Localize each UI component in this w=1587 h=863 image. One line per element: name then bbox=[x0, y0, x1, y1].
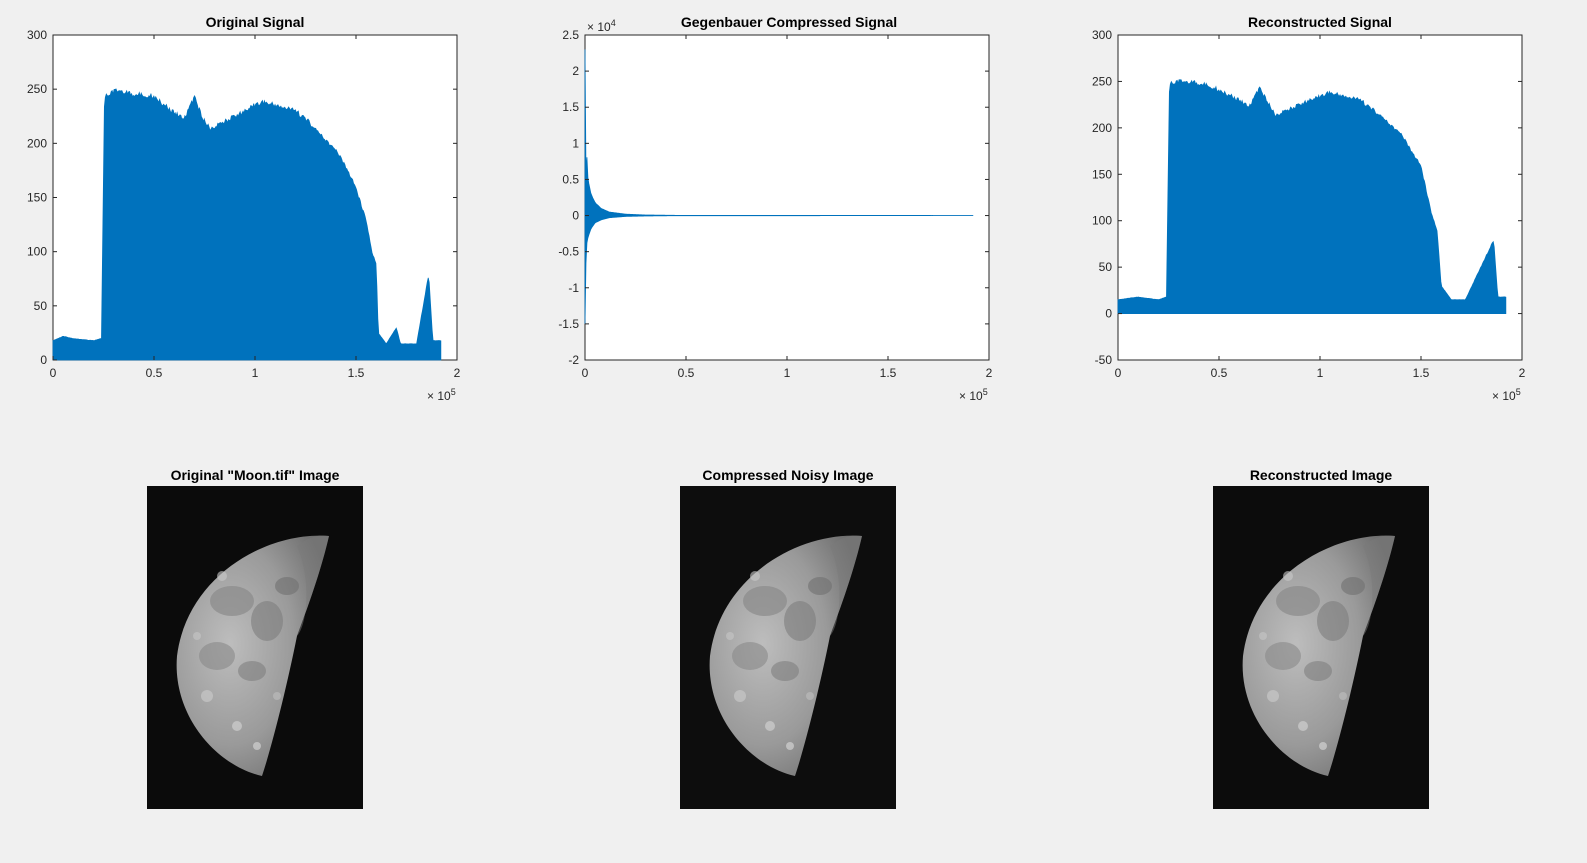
y-tick-label: 100 bbox=[1092, 214, 1112, 228]
y-ticks: -50 0 50 100 150 200 250 300 bbox=[1092, 28, 1522, 367]
signal-line bbox=[1117, 79, 1507, 314]
x-tick-label: 0 bbox=[50, 366, 57, 380]
y-tick-label: 300 bbox=[27, 28, 47, 42]
y-tick-label: 150 bbox=[1092, 167, 1112, 181]
x-tick-label: 1.5 bbox=[1413, 366, 1430, 380]
image-title: Original "Moon.tif" Image bbox=[171, 467, 340, 483]
x-ticks: 0 0.5 1 1.5 2 bbox=[582, 35, 993, 380]
x-exponent-label: × 105 bbox=[1492, 387, 1521, 403]
x-tick-label: 0.5 bbox=[1211, 366, 1228, 380]
signal-line bbox=[52, 88, 442, 361]
y-tick-label: -2 bbox=[568, 353, 579, 367]
plot-area bbox=[584, 34, 990, 361]
x-ticks: 0 0.5 1 1.5 2 bbox=[1115, 35, 1526, 380]
y-ticks: -2 -1.5 -1 -0.5 0 0.5 1 1.5 2 2.5 bbox=[558, 28, 989, 367]
y-tick-label: 1 bbox=[572, 136, 579, 150]
x-tick-label: 0 bbox=[1115, 366, 1122, 380]
x-ticks: 0 0.5 1 1.5 2 bbox=[50, 35, 461, 380]
x-tick-label: 0.5 bbox=[678, 366, 695, 380]
y-tick-label: 2 bbox=[572, 64, 579, 78]
y-tick-label: 200 bbox=[27, 136, 47, 150]
x-tick-label: 1 bbox=[1317, 366, 1324, 380]
y-tick-label: 0 bbox=[40, 353, 47, 367]
signal-line bbox=[584, 49, 974, 324]
chart-title: Gegenbauer Compressed Signal bbox=[681, 14, 897, 30]
y-exponent-label: × 104 bbox=[587, 18, 616, 34]
y-tick-label: 250 bbox=[27, 82, 47, 96]
y-tick-label: 50 bbox=[1099, 260, 1113, 274]
chart-title: Original Signal bbox=[206, 14, 305, 30]
y-tick-label: 2.5 bbox=[562, 28, 579, 42]
y-tick-label: 150 bbox=[27, 191, 47, 205]
signal-series bbox=[52, 88, 442, 361]
signal-series bbox=[1117, 79, 1507, 314]
y-tick-label: 0.5 bbox=[562, 172, 579, 186]
y-tick-label: -1 bbox=[568, 281, 579, 295]
x-tick-label: 1 bbox=[784, 366, 791, 380]
axes-gegenbauer-compressed-signal: 0 0.5 1 1.5 2 -2 -1.5 -1 -0.5 0 0.5 1 1.5 2 2.5 Gegen… bbox=[558, 14, 992, 403]
y-tick-label: -50 bbox=[1095, 353, 1113, 367]
moon-image bbox=[680, 486, 896, 809]
y-tick-label: 100 bbox=[27, 245, 47, 259]
chart-title: Reconstructed Signal bbox=[1248, 14, 1392, 30]
x-exponent-label: × 105 bbox=[427, 387, 456, 403]
image-panel-original: Original "Moon.tif" Image bbox=[147, 467, 363, 809]
y-tick-label: -0.5 bbox=[558, 245, 579, 259]
y-tick-label: 0 bbox=[572, 209, 579, 223]
image-panel-noisy: Compressed Noisy Image bbox=[680, 467, 896, 809]
signal-series bbox=[584, 49, 974, 324]
y-tick-label: 50 bbox=[34, 299, 48, 313]
y-tick-label: 0 bbox=[1105, 307, 1112, 321]
x-tick-label: 2 bbox=[1519, 366, 1526, 380]
y-tick-label: 250 bbox=[1092, 74, 1112, 88]
x-exponent-label: × 105 bbox=[959, 387, 988, 403]
moon-image bbox=[147, 486, 363, 809]
x-tick-label: 1.5 bbox=[348, 366, 365, 380]
y-tick-label: 200 bbox=[1092, 121, 1112, 135]
x-tick-label: 2 bbox=[454, 366, 461, 380]
y-ticks: 0 50 100 150 200 250 300 bbox=[27, 28, 457, 367]
y-tick-label: 1.5 bbox=[562, 100, 579, 114]
axes-original-signal: 0 0.5 1 1.5 2 0 50 100 150 200 250 300 Original Si… bbox=[27, 14, 461, 403]
image-panel-reconstructed: Reconstructed Image bbox=[1213, 467, 1429, 809]
x-tick-label: 2 bbox=[986, 366, 993, 380]
image-title: Reconstructed Image bbox=[1250, 467, 1393, 483]
moon-image bbox=[1213, 486, 1429, 809]
x-tick-label: 1 bbox=[252, 366, 259, 380]
x-tick-label: 1.5 bbox=[880, 366, 897, 380]
x-tick-label: 0 bbox=[582, 366, 589, 380]
image-title: Compressed Noisy Image bbox=[702, 467, 873, 483]
x-tick-label: 0.5 bbox=[146, 366, 163, 380]
y-tick-label: 300 bbox=[1092, 28, 1112, 42]
y-tick-label: -1.5 bbox=[558, 317, 579, 331]
